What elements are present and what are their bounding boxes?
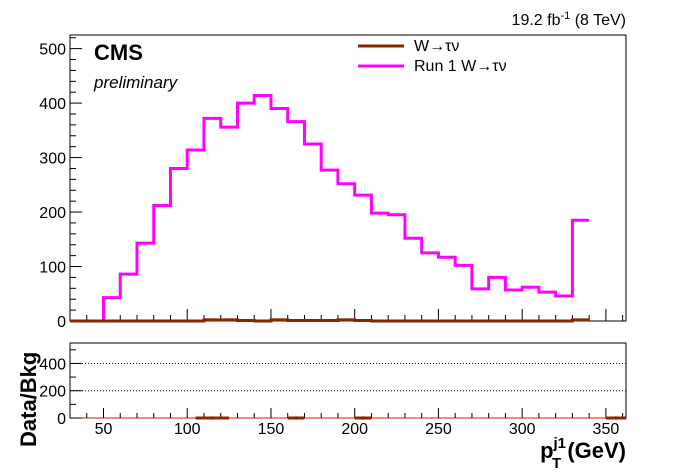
ratio-x-axis: 50 100 150 200 250 300 350 [86, 408, 624, 438]
ratio-point [361, 416, 365, 420]
y-tick-label: 300 [39, 151, 66, 168]
series-run1-wtaunu [70, 93, 590, 323]
y-tick-label: 400 [39, 96, 66, 113]
legend: W→τν Run 1 W→τν [358, 38, 507, 75]
luminosity-value: 19.2 fb [512, 12, 561, 29]
x-tick-label: 250 [425, 421, 452, 438]
x-axis-title: pj1 T (GeV) [540, 435, 626, 472]
series-wtaunu [70, 318, 590, 323]
preliminary-label: preliminary [93, 73, 179, 92]
y-tick-label: 100 [39, 260, 66, 277]
luminosity-exponent: -1 [560, 10, 570, 22]
ratio-point [614, 416, 618, 420]
x-tick-label: 300 [509, 421, 536, 438]
ratio-y-axis: 0 200 400 [39, 349, 82, 428]
ratio-y-axis-label: Data/Bkg [16, 352, 41, 447]
x-tick-label: 100 [174, 421, 201, 438]
x-tick-label: 350 [593, 421, 620, 438]
ratio-y-tick-label: 0 [57, 411, 66, 428]
y-tick-label: 200 [39, 205, 66, 222]
ratio-gridlines [70, 362, 626, 392]
ratio-point [294, 416, 298, 420]
x-tick-label: 200 [341, 421, 368, 438]
ratio-panel: 0 200 400 50 100 150 200 250 300 350 Data/Bkg [16, 342, 627, 447]
luminosity-label: 19.2 fb-1 (8 TeV) [512, 10, 626, 29]
main-y-axis: 0 100 200 300 400 500 [39, 37, 82, 331]
main-panel: 0 100 200 300 400 500 CMS preliminary W→τν Run… [39, 34, 627, 331]
legend-entry: Run 1 W→τν [414, 58, 507, 75]
legend-entry: W→τν [414, 38, 459, 55]
ratio-y-tick-label: 400 [39, 356, 66, 373]
x-tick-label: 50 [95, 421, 113, 438]
ratio-frame [69, 342, 627, 419]
y-tick-label: 500 [39, 42, 66, 59]
ratio-y-tick-label: 200 [39, 384, 66, 401]
x-tick-label: 150 [258, 421, 285, 438]
main-series [70, 93, 590, 323]
y-tick-label: 0 [57, 314, 66, 331]
ratio-point [210, 416, 215, 420]
cms-label: CMS [94, 40, 143, 65]
ratio-points [195, 416, 626, 420]
